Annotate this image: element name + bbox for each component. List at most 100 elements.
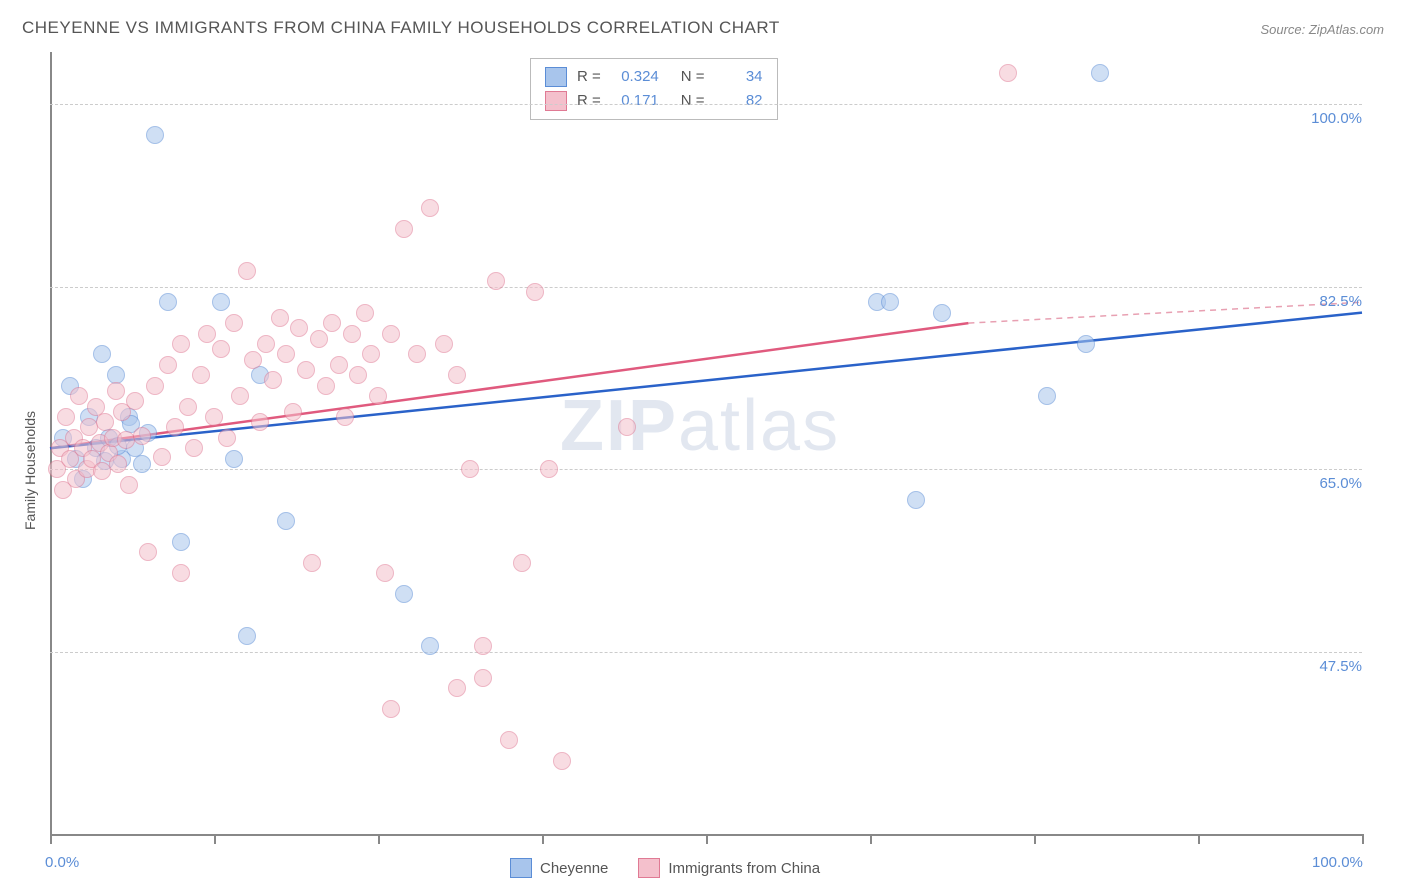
data-point	[907, 491, 925, 509]
x-tick-mark	[706, 834, 708, 844]
data-point	[153, 448, 171, 466]
r-value: 0.171	[611, 89, 659, 113]
data-point	[448, 679, 466, 697]
data-point	[133, 427, 151, 445]
data-point	[264, 371, 282, 389]
chart-container: CHEYENNE VS IMMIGRANTS FROM CHINA FAMILY…	[0, 0, 1406, 892]
r-label: R =	[577, 65, 601, 89]
data-point	[133, 455, 151, 473]
gridline	[50, 287, 1362, 288]
data-point	[330, 356, 348, 374]
data-point	[244, 351, 262, 369]
gridline	[50, 652, 1362, 653]
data-point	[356, 304, 374, 322]
data-point	[120, 476, 138, 494]
data-point	[126, 392, 144, 410]
data-point	[107, 382, 125, 400]
data-point	[382, 325, 400, 343]
n-label: N =	[681, 89, 705, 113]
data-point	[225, 314, 243, 332]
data-point	[57, 408, 75, 426]
legend-item-china: Immigrants from China	[638, 858, 820, 878]
legend-stat-row: R = 0.171 N = 82	[545, 89, 763, 113]
data-point	[1077, 335, 1095, 353]
data-point	[172, 335, 190, 353]
data-point	[382, 700, 400, 718]
data-point	[146, 126, 164, 144]
data-point	[349, 366, 367, 384]
y-tick-label: 47.5%	[1292, 658, 1362, 675]
data-point	[284, 403, 302, 421]
series-legend: Cheyenne Immigrants from China	[510, 858, 820, 878]
r-label: R =	[577, 89, 601, 113]
data-point	[159, 293, 177, 311]
n-label: N =	[681, 65, 705, 89]
data-point	[618, 418, 636, 436]
data-point	[277, 512, 295, 530]
data-point	[513, 554, 531, 572]
data-point	[172, 533, 190, 551]
data-point	[487, 272, 505, 290]
gridline	[50, 104, 1362, 105]
data-point	[166, 418, 184, 436]
data-point	[1091, 64, 1109, 82]
data-point	[421, 637, 439, 655]
legend-swatch	[545, 67, 567, 87]
data-point	[435, 335, 453, 353]
data-point	[526, 283, 544, 301]
data-point	[218, 429, 236, 447]
y-axis-label: Family Households	[22, 411, 38, 530]
data-point	[205, 408, 223, 426]
data-point	[421, 199, 439, 217]
data-point	[185, 439, 203, 457]
data-point	[540, 460, 558, 478]
n-value: 82	[715, 89, 763, 113]
data-point	[448, 366, 466, 384]
x-tick-mark	[1198, 834, 1200, 844]
data-point	[179, 398, 197, 416]
y-tick-label: 82.5%	[1292, 293, 1362, 310]
x-tick-mark	[1362, 834, 1364, 844]
legend-item-cheyenne: Cheyenne	[510, 858, 608, 878]
x-tick-mark	[1034, 834, 1036, 844]
legend-label-2: Immigrants from China	[668, 860, 820, 877]
data-point	[70, 387, 88, 405]
data-point	[192, 366, 210, 384]
x-tick-mark	[542, 834, 544, 844]
data-point	[395, 585, 413, 603]
data-point	[290, 319, 308, 337]
data-point	[408, 345, 426, 363]
legend-swatch-2	[638, 858, 660, 878]
chart-title: CHEYENNE VS IMMIGRANTS FROM CHINA FAMILY…	[22, 18, 780, 38]
data-point	[146, 377, 164, 395]
data-point	[93, 345, 111, 363]
data-point	[999, 64, 1017, 82]
data-point	[323, 314, 341, 332]
x-tick-label: 100.0%	[1312, 854, 1363, 871]
data-point	[395, 220, 413, 238]
data-point	[271, 309, 289, 327]
x-tick-mark	[214, 834, 216, 844]
x-tick-label: 0.0%	[45, 854, 79, 871]
data-point	[461, 460, 479, 478]
data-point	[376, 564, 394, 582]
data-point	[159, 356, 177, 374]
y-tick-label: 100.0%	[1292, 110, 1362, 127]
data-point	[212, 340, 230, 358]
data-point	[139, 543, 157, 561]
x-tick-mark	[50, 834, 52, 844]
plot-area	[50, 52, 1364, 836]
data-point	[369, 387, 387, 405]
gridline	[50, 469, 1362, 470]
data-point	[231, 387, 249, 405]
x-tick-mark	[378, 834, 380, 844]
legend-label-1: Cheyenne	[540, 860, 608, 877]
data-point	[297, 361, 315, 379]
data-point	[238, 262, 256, 280]
data-point	[474, 637, 492, 655]
legend-swatch	[545, 91, 567, 111]
data-point	[238, 627, 256, 645]
data-point	[251, 413, 269, 431]
data-point	[225, 450, 243, 468]
data-point	[933, 304, 951, 322]
